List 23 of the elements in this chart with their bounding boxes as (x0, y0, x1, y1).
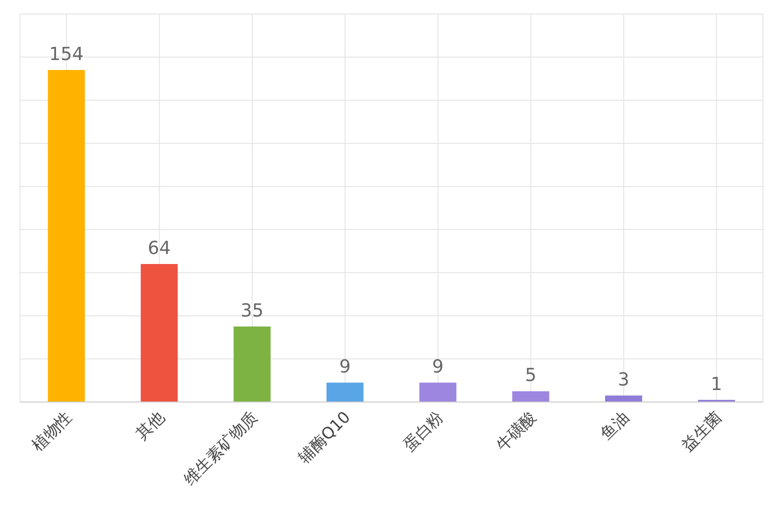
x-tick-label: 益生菌 (678, 407, 726, 455)
x-tick-label: 牛磺酸 (492, 407, 540, 455)
x-tick-label: 蛋白粉 (399, 407, 447, 455)
x-tick-label: 鱼油 (596, 407, 633, 444)
data-label: 154 (49, 44, 84, 66)
data-label: 64 (148, 238, 171, 260)
data-label: 3 (618, 370, 630, 391)
x-tick-label: 其他 (132, 407, 168, 444)
data-label: 9 (339, 356, 351, 378)
bar (326, 382, 364, 402)
bar (48, 70, 85, 402)
x-tick-label: 植物性 (28, 407, 76, 455)
bar (512, 391, 550, 402)
data-label: 5 (525, 365, 536, 386)
bar (234, 326, 271, 402)
data-label: 9 (432, 356, 444, 378)
bar (140, 264, 178, 402)
bar (419, 382, 456, 402)
data-label: 1 (710, 374, 722, 395)
x-tick-label: 维生素矿物质 (180, 407, 262, 489)
bar (605, 396, 642, 402)
x-tick-label: 辅酶Q10 (294, 407, 354, 467)
data-label: 35 (240, 300, 264, 322)
